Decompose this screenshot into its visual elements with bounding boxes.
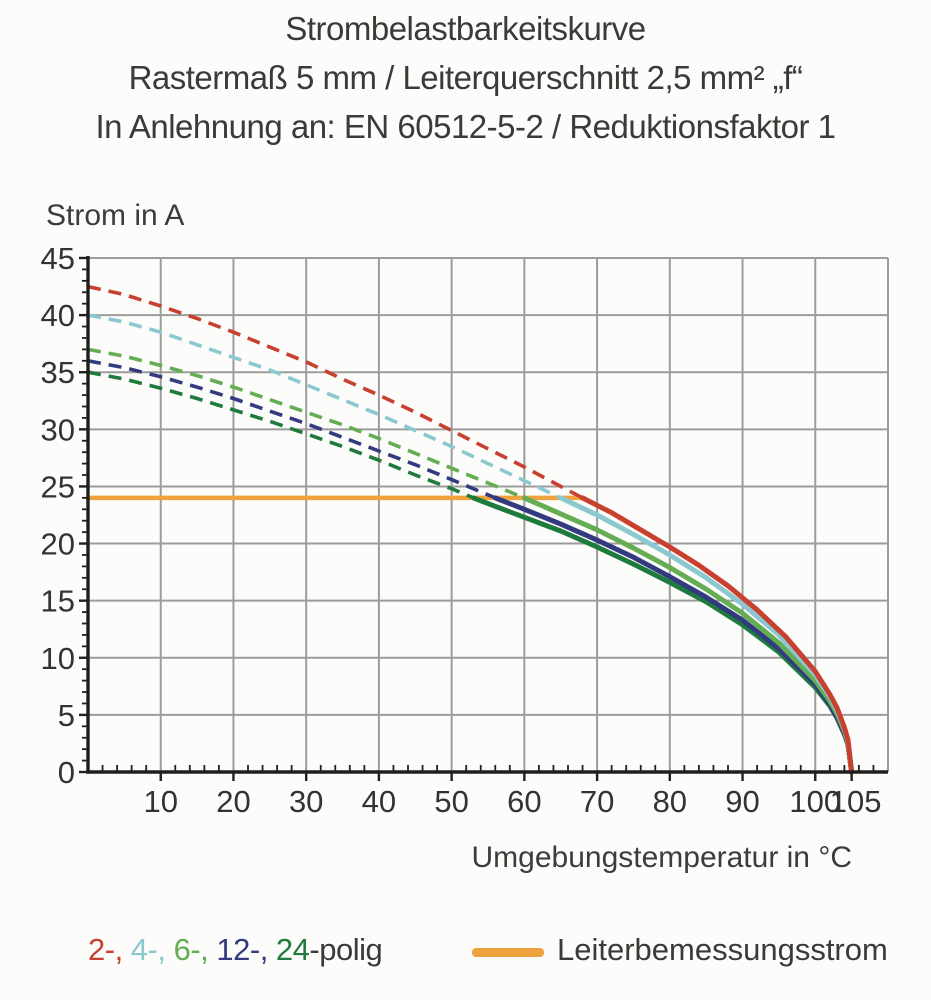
x-axis-title: Umgebungstemperatur in °C — [471, 841, 852, 874]
curve-dashed-24-polig — [87, 370, 475, 500]
x-tick-label-30: 30 — [289, 784, 323, 819]
legend-pole-4: 4-, — [130, 932, 174, 967]
x-tick-label-40: 40 — [362, 784, 396, 819]
chart-title-line2: Rastermaß 5 mm / Leiterquerschnitt 2,5 m… — [128, 59, 803, 96]
chart-title-line1: Strombelastbarkeitskurve — [285, 10, 646, 47]
x-tick-label-105: 105 — [830, 784, 882, 819]
legend-poles: 2-, 4-, 6-, 12-, 24-polig — [88, 932, 383, 968]
curve-dashed-12-polig — [87, 359, 496, 500]
legend-pole-24: 24 — [275, 932, 310, 967]
legend-rated-current: Leiterbemessungsstrom — [472, 932, 888, 968]
y-tick-label-10: 10 — [41, 641, 75, 676]
x-tick-label-90: 90 — [725, 784, 759, 819]
x-tick-label-50: 50 — [434, 784, 468, 819]
rated-current-label: Leiterbemessungsstrom — [557, 932, 888, 967]
legend-poles-suffix: -polig — [309, 932, 383, 967]
legend-pole-6: 6-, — [173, 932, 217, 967]
x-tick-label-20: 20 — [216, 784, 250, 819]
legend-pole-12: 12-, — [216, 932, 276, 967]
curve-solid-2-polig — [580, 495, 855, 775]
x-tick-label-80: 80 — [653, 784, 687, 819]
x-tick-label-10: 10 — [143, 784, 177, 819]
chart-title-block: Strombelastbarkeitskurve Rastermaß 5 mm … — [0, 4, 931, 151]
curve-dashed-6-polig — [87, 347, 526, 500]
curve-dashed-4-polig — [87, 313, 562, 500]
y-tick-label-35: 35 — [41, 355, 75, 390]
legend-pole-2: 2-, — [88, 932, 131, 967]
y-tick-label-15: 15 — [41, 584, 75, 619]
y-tick-label-30: 30 — [41, 412, 75, 447]
x-tick-label-100: 100 — [789, 784, 841, 819]
y-tick-label-5: 5 — [58, 698, 75, 733]
x-tick-label-60: 60 — [507, 784, 541, 819]
y-axis-title: Strom in A — [46, 199, 185, 232]
y-tick-label-45: 45 — [41, 241, 75, 276]
curve-solid-24-polig — [471, 495, 855, 775]
curve-dashed-2-polig — [87, 284, 584, 500]
chart-title-line3: In Anlehnung an: EN 60512-5-2 / Reduktio… — [95, 108, 836, 145]
x-tick-label-70: 70 — [580, 784, 614, 819]
curve-solid-4-polig — [558, 495, 855, 775]
y-tick-label-40: 40 — [41, 298, 75, 333]
rated-current-line-swatch — [472, 947, 544, 957]
curve-solid-12-polig — [492, 495, 855, 775]
y-tick-label-20: 20 — [41, 527, 75, 562]
y-tick-label-25: 25 — [41, 469, 75, 504]
y-tick-label-0: 0 — [58, 755, 75, 790]
legend: 2-, 4-, 6-, 12-, 24-polig Leiterbemessun… — [0, 929, 931, 974]
